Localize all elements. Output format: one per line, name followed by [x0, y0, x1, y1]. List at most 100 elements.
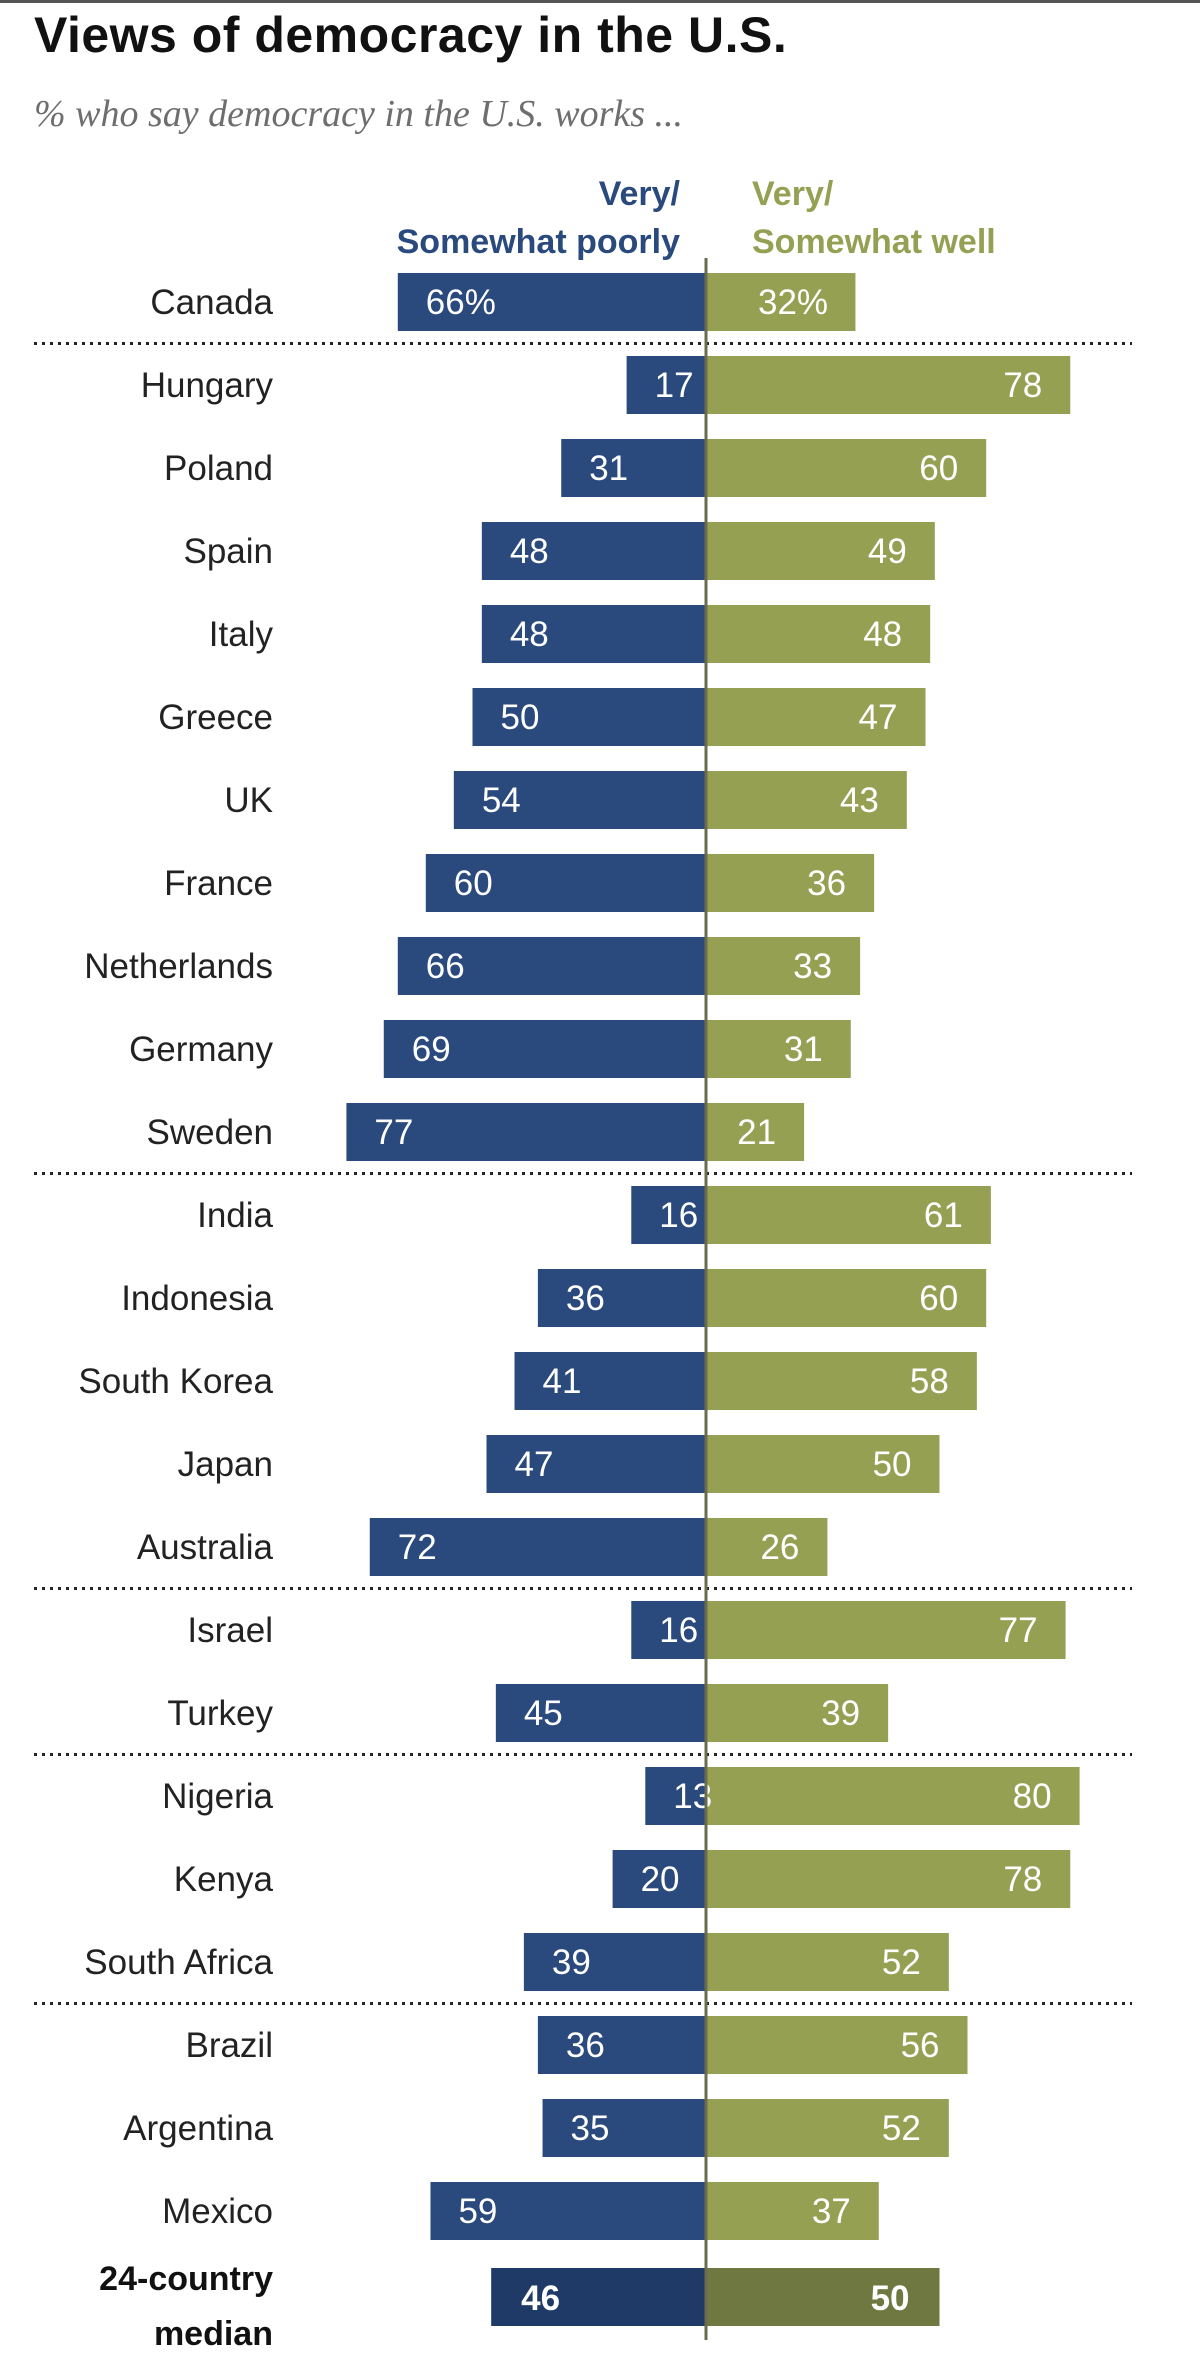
bar-well-indonesia: [706, 1269, 987, 1327]
bar-well-india: [706, 1186, 991, 1244]
value-label-poorly-south-africa: 39: [552, 1943, 591, 1982]
bar-well-israel: [706, 1601, 1066, 1659]
value-label-poorly-poland: 31: [589, 449, 628, 488]
bar-well-south-korea: [706, 1352, 977, 1410]
bar-poorly-uk: [453, 771, 706, 829]
category-label-argentina: Argentina: [123, 2109, 273, 2148]
category-label-sweden: Sweden: [147, 1113, 273, 1152]
value-label-well-south-africa: 52: [882, 1943, 921, 1982]
value-label-well-sweden: 21: [737, 1113, 776, 1152]
bar-poorly-south-africa: [523, 1933, 706, 1991]
category-label-uk: UK: [224, 781, 273, 820]
value-label-well-japan: 50: [873, 1445, 912, 1484]
chart-title: Views of democracy in the U.S.: [34, 7, 788, 63]
bar-poorly-italy: [481, 605, 706, 663]
bar-poorly-canada: [397, 273, 706, 331]
value-label-well-netherlands: 33: [793, 947, 832, 986]
value-label-poorly-australia: 72: [398, 1528, 437, 1567]
value-label-well-italy: 48: [863, 615, 902, 654]
value-label-well-poland: 60: [919, 449, 958, 488]
category-label-france: France: [164, 864, 273, 903]
category-label-indonesia: Indonesia: [121, 1279, 273, 1318]
value-label-well-hungary: 78: [1003, 366, 1042, 405]
bar-poorly-brazil: [537, 2016, 706, 2074]
legend-poorly-line1: Very/: [598, 175, 680, 213]
value-label-well-germany: 31: [784, 1030, 823, 1069]
bar-poorly-japan: [486, 1435, 706, 1493]
bar-well-mexico: [706, 2182, 879, 2240]
value-label-poorly-median: 46: [521, 2279, 560, 2318]
category-label-greece: Greece: [158, 698, 273, 737]
value-label-poorly-india: 16: [659, 1196, 698, 1235]
legend-poorly: Very/ Somewhat poorly: [397, 170, 680, 266]
legend-well: Very/ Somewhat well: [752, 170, 996, 266]
bar-poorly-india: [631, 1186, 706, 1244]
value-label-poorly-kenya: 20: [641, 1860, 680, 1899]
median-label-line1: 24-country: [99, 2260, 273, 2298]
value-label-poorly-france: 60: [454, 864, 493, 903]
bar-poorly-germany: [383, 1020, 706, 1078]
category-label-brazil: Brazil: [185, 2026, 273, 2065]
category-label-canada: Canada: [150, 283, 273, 322]
value-label-well-nigeria: 80: [1013, 1777, 1052, 1816]
value-label-well-mexico: 37: [812, 2192, 851, 2231]
bar-poorly-argentina: [542, 2099, 706, 2157]
value-label-well-israel: 77: [999, 1611, 1038, 1650]
category-label-hungary: Hungary: [141, 366, 274, 405]
value-label-poorly-netherlands: 66: [426, 947, 465, 986]
value-label-poorly-canada: 66%: [426, 283, 496, 322]
legend-well-line2: Somewhat well: [752, 223, 996, 261]
bar-well-australia: [706, 1518, 828, 1576]
bar-poorly-sweden: [346, 1103, 706, 1161]
value-label-poorly-south-korea: 41: [543, 1362, 582, 1401]
bar-poorly-israel: [631, 1601, 706, 1659]
bar-well-japan: [706, 1435, 940, 1493]
bar-well-germany: [706, 1020, 851, 1078]
bar-well-greece: [706, 688, 926, 746]
value-label-well-australia: 26: [760, 1528, 799, 1567]
value-label-poorly-turkey: 45: [524, 1694, 563, 1733]
bar-well-brazil: [706, 2016, 968, 2074]
category-label-kenya: Kenya: [174, 1860, 274, 1899]
bar-well-poland: [706, 439, 987, 497]
value-label-poorly-germany: 69: [412, 1030, 451, 1069]
category-label-spain: Spain: [183, 532, 273, 571]
bar-poorly-australia: [369, 1518, 706, 1576]
value-label-poorly-hungary: 17: [655, 366, 694, 405]
category-label-south-africa: South Africa: [84, 1943, 273, 1982]
value-label-poorly-israel: 16: [659, 1611, 698, 1650]
value-label-well-argentina: 52: [882, 2109, 921, 2148]
bar-well-france: [706, 854, 875, 912]
bar-poorly-hungary: [626, 356, 706, 414]
bar-well-netherlands: [706, 937, 861, 995]
value-label-poorly-greece: 50: [501, 698, 540, 737]
legend-poorly-line2: Somewhat poorly: [396, 223, 680, 261]
category-label-australia: Australia: [137, 1528, 274, 1567]
value-label-well-india: 61: [924, 1196, 963, 1235]
category-label-turkey: Turkey: [167, 1694, 273, 1733]
category-label-south-korea: South Korea: [78, 1362, 273, 1401]
category-label-netherlands: Netherlands: [84, 947, 273, 986]
bar-well-spain: [706, 522, 935, 580]
value-label-well-turkey: 39: [821, 1694, 860, 1733]
bar-poorly-kenya: [612, 1850, 706, 1908]
value-label-well-france: 36: [807, 864, 846, 903]
value-label-well-indonesia: 60: [919, 1279, 958, 1318]
value-label-well-canada: 32%: [758, 283, 828, 322]
category-label-italy: Italy: [209, 615, 274, 654]
value-label-well-uk: 43: [840, 781, 879, 820]
value-label-poorly-brazil: 36: [566, 2026, 605, 2065]
value-label-poorly-uk: 54: [482, 781, 521, 820]
value-label-poorly-indonesia: 36: [566, 1279, 605, 1318]
value-label-poorly-spain: 48: [510, 532, 549, 571]
category-label-mexico: Mexico: [162, 2192, 273, 2231]
value-label-poorly-italy: 48: [510, 615, 549, 654]
chart-subtitle: % who say democracy in the U.S. works ..…: [34, 93, 684, 135]
value-label-well-spain: 49: [868, 532, 907, 571]
value-label-well-greece: 47: [859, 698, 898, 737]
value-label-well-south-korea: 58: [910, 1362, 949, 1401]
bar-well-canada: [706, 273, 856, 331]
bar-poorly-nigeria: [645, 1767, 706, 1825]
